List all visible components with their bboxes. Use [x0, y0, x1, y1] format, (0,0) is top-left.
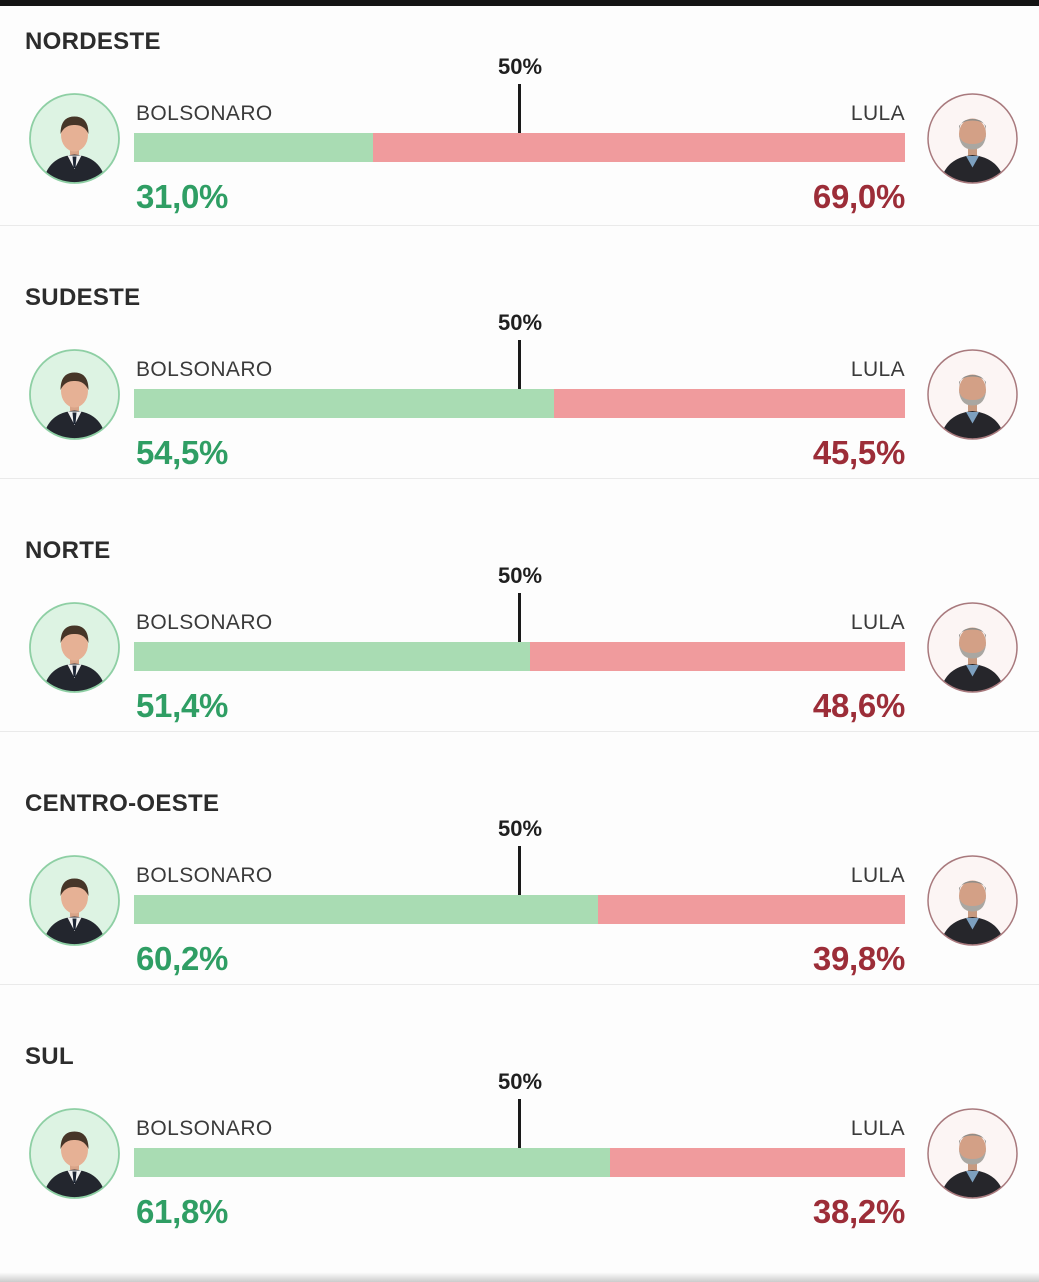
- lula-name-label: LULA: [850, 1117, 905, 1140]
- lula-name-label: LULA: [850, 611, 905, 634]
- region-name-label: NORTE: [25, 537, 111, 564]
- region-section-sul: SUL 50% BOLSONARO LULA: [0, 984, 1039, 1272]
- region-name-label: SUDESTE: [25, 284, 141, 311]
- top-border-strip: [0, 0, 1039, 6]
- bolsonaro-portrait-icon: [29, 93, 120, 184]
- lula-percentage: 45,5%: [812, 434, 905, 471]
- lula-bar-segment: [598, 895, 905, 924]
- fifty-percent-marker-label: 50%: [497, 816, 543, 841]
- lula-bar-segment: [610, 1148, 905, 1177]
- bolsonaro-percentage: 31,0%: [136, 178, 229, 215]
- bolsonaro-portrait-icon: [29, 602, 120, 693]
- bolsonaro-bar-segment: [134, 642, 531, 671]
- bolsonaro-avatar: [28, 92, 121, 185]
- bolsonaro-avatar: [28, 854, 121, 947]
- vote-bar: [134, 133, 905, 162]
- lula-percentage: 69,0%: [812, 178, 905, 215]
- region-section-sudeste: SUDESTE 50% BOLSONARO LULA: [0, 225, 1039, 478]
- vote-bar: [134, 1148, 905, 1177]
- region-name-label: CENTRO-OESTE: [25, 790, 220, 817]
- fifty-percent-marker-label: 50%: [497, 310, 543, 335]
- bolsonaro-name-label: BOLSONARO: [136, 864, 273, 887]
- lula-percentage: 38,2%: [812, 1193, 905, 1230]
- fifty-percent-marker-label: 50%: [497, 1069, 543, 1094]
- lula-bar-segment: [373, 133, 905, 162]
- bolsonaro-bar-segment: [134, 389, 555, 418]
- bolsonaro-avatar: [28, 348, 121, 441]
- lula-avatar: [926, 348, 1019, 441]
- vote-bar: [134, 642, 905, 671]
- lula-avatar: [926, 601, 1019, 694]
- bolsonaro-percentage: 54,5%: [136, 434, 229, 471]
- lula-percentage: 48,6%: [812, 687, 905, 724]
- lula-avatar: [926, 1107, 1019, 1200]
- bolsonaro-name-label: BOLSONARO: [136, 358, 273, 381]
- bolsonaro-name-label: BOLSONARO: [136, 102, 273, 125]
- fifty-percent-marker-line: [518, 340, 521, 418]
- region-name-label: NORDESTE: [25, 28, 161, 55]
- bolsonaro-name-label: BOLSONARO: [136, 611, 273, 634]
- bolsonaro-bar-segment: [134, 1148, 611, 1177]
- fifty-percent-marker-label: 50%: [497, 54, 543, 79]
- lula-name-label: LULA: [850, 358, 905, 381]
- region-section-norte: NORTE 50% BOLSONARO LULA: [0, 478, 1039, 731]
- lula-portrait-icon: [927, 602, 1018, 693]
- lula-avatar: [926, 854, 1019, 947]
- region-section-centro-oeste: CENTRO-OESTE 50% BOLSONARO LULA: [0, 731, 1039, 984]
- lula-portrait-icon: [927, 1108, 1018, 1199]
- regions-chart: NORDESTE 50% BOLSONARO LULA: [0, 6, 1039, 1272]
- region-section-nordeste: NORDESTE 50% BOLSONARO LULA: [0, 6, 1039, 225]
- vote-bar: [134, 389, 905, 418]
- lula-avatar: [926, 92, 1019, 185]
- fifty-percent-marker-line: [518, 1099, 521, 1177]
- lula-name-label: LULA: [850, 102, 905, 125]
- lula-portrait-icon: [927, 349, 1018, 440]
- lula-portrait-icon: [927, 855, 1018, 946]
- fifty-percent-marker-line: [518, 593, 521, 671]
- bottom-border-strip: [0, 1272, 1039, 1282]
- bolsonaro-portrait-icon: [29, 1108, 120, 1199]
- bolsonaro-portrait-icon: [29, 855, 120, 946]
- lula-name-label: LULA: [850, 864, 905, 887]
- bolsonaro-bar-segment: [134, 895, 599, 924]
- bolsonaro-bar-segment: [134, 133, 373, 162]
- bolsonaro-percentage: 51,4%: [136, 687, 229, 724]
- bolsonaro-name-label: BOLSONARO: [136, 1117, 273, 1140]
- lula-percentage: 39,8%: [812, 940, 905, 977]
- bolsonaro-avatar: [28, 601, 121, 694]
- fifty-percent-marker-line: [518, 846, 521, 924]
- bolsonaro-avatar: [28, 1107, 121, 1200]
- lula-bar-segment: [554, 389, 905, 418]
- fifty-percent-marker-label: 50%: [497, 563, 543, 588]
- region-name-label: SUL: [25, 1043, 74, 1070]
- fifty-percent-marker-line: [518, 84, 521, 162]
- bolsonaro-percentage: 61,8%: [136, 1193, 229, 1230]
- bolsonaro-portrait-icon: [29, 349, 120, 440]
- vote-bar: [134, 895, 905, 924]
- lula-portrait-icon: [927, 93, 1018, 184]
- bolsonaro-percentage: 60,2%: [136, 940, 229, 977]
- lula-bar-segment: [530, 642, 905, 671]
